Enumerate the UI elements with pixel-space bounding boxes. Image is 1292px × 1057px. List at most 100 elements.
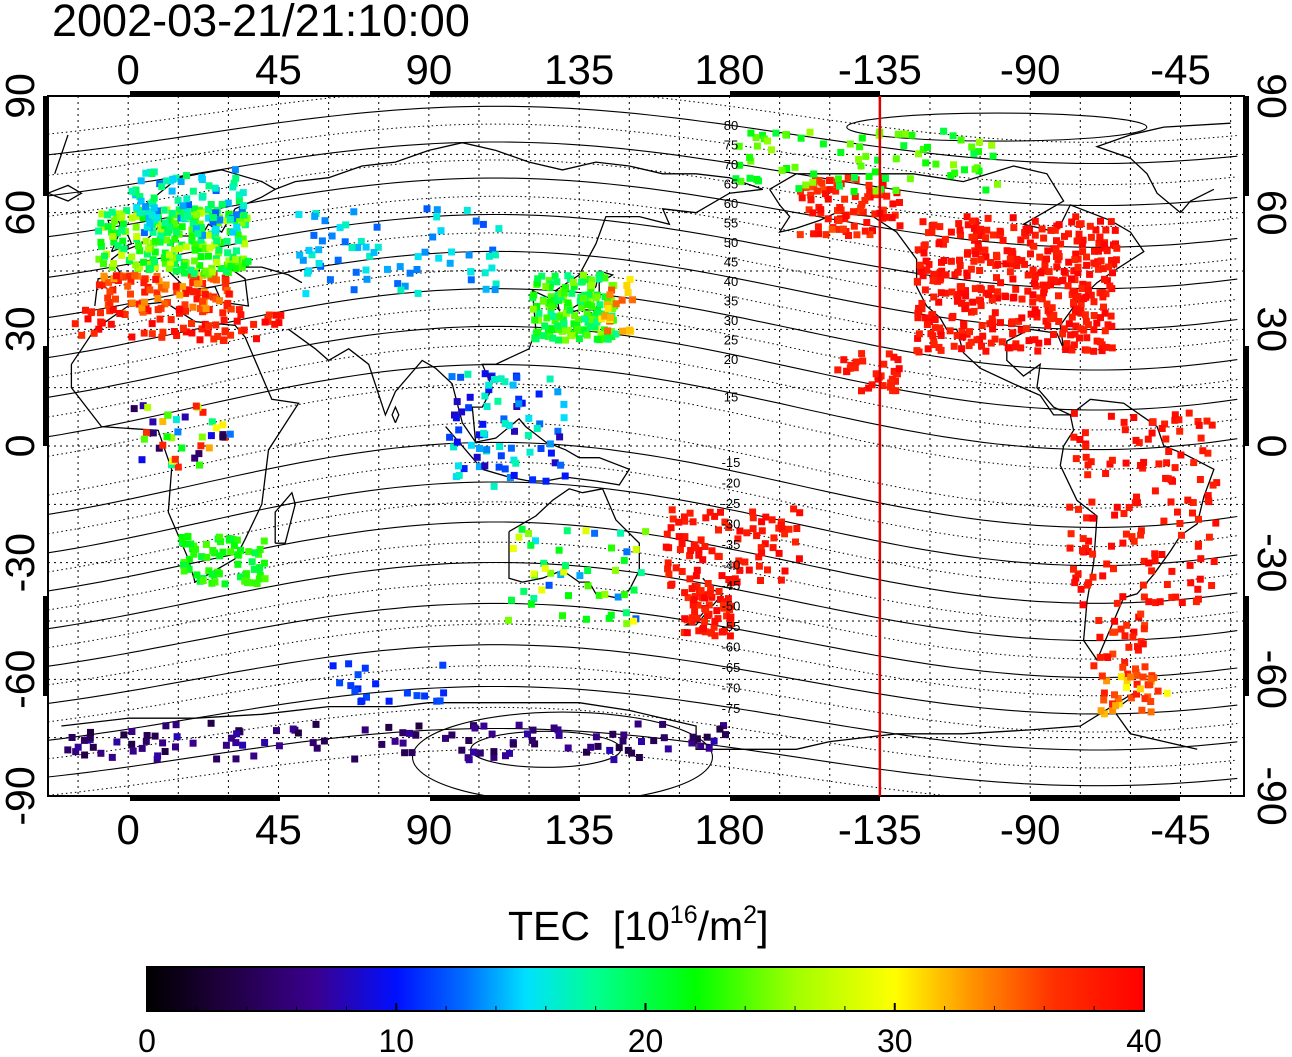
tec-cell [489, 246, 497, 254]
tec-cell [185, 286, 193, 294]
tec-cell [976, 267, 984, 274]
tec-cell [140, 279, 148, 287]
tec-cell [1089, 573, 1097, 581]
tec-cell [587, 323, 594, 331]
tec-cell [972, 250, 980, 258]
tec-cell [958, 327, 966, 335]
tec-cell [919, 145, 927, 153]
tec-cell [1006, 255, 1014, 263]
tec-cell [1137, 527, 1145, 535]
tec-cell [725, 576, 733, 583]
tec-cell [999, 236, 1007, 244]
tec-cell [1027, 250, 1034, 258]
tec-cell [930, 270, 938, 278]
tec-cell [1021, 260, 1029, 268]
tec-cell [595, 310, 603, 318]
tec-cell [826, 186, 834, 194]
tec-cell [579, 295, 587, 302]
tec-cell [710, 737, 718, 745]
bottom-lon-tick-label: 0 [116, 806, 139, 853]
tec-cell [1120, 510, 1128, 517]
tec-cell [723, 612, 731, 620]
tec-cell [993, 251, 1000, 259]
tec-cell [227, 305, 235, 313]
tec-cell [711, 617, 719, 625]
tec-cell [312, 720, 320, 728]
tec-cell [401, 749, 409, 757]
tec-cell [222, 741, 230, 749]
tec-cell [494, 397, 502, 405]
geomag-label-north: 80 [724, 118, 738, 133]
tec-cell [967, 265, 975, 273]
tec-cell [809, 209, 817, 217]
tec-cell [1111, 691, 1118, 699]
tec-cell [540, 332, 547, 340]
tec-cell [146, 219, 154, 227]
tec-cell [1089, 550, 1097, 558]
tec-cell [946, 327, 954, 335]
tec-cell [212, 424, 220, 432]
tec-cell [1093, 319, 1101, 327]
tec-cell [169, 175, 177, 183]
tec-cell [1043, 300, 1051, 308]
tec-cell [372, 680, 380, 688]
tec-cell [240, 202, 248, 210]
geomag-label-south: -20 [722, 476, 741, 491]
tec-cell [669, 515, 677, 523]
tec-cell [604, 305, 612, 313]
tec-cell [798, 194, 806, 202]
tec-cell [940, 240, 947, 248]
tec-cell [687, 547, 695, 554]
tec-cell [936, 276, 944, 284]
tec-cell [855, 155, 863, 163]
tec-cell [693, 583, 701, 591]
tec-cell [1158, 551, 1166, 558]
tec-cell [184, 533, 192, 540]
tec-cell [859, 208, 867, 216]
tec-cell [1029, 298, 1037, 306]
tec-cell [1158, 425, 1166, 432]
tec-cell [458, 746, 466, 754]
tec-cell [128, 253, 136, 261]
tec-cell [68, 734, 76, 741]
tec-cell [108, 223, 116, 231]
tec-cell [215, 533, 223, 541]
tec-cell [165, 264, 173, 272]
tec-cell [253, 580, 261, 587]
tec-cell [1087, 233, 1095, 241]
tec-cell [172, 282, 180, 290]
tec-cell [692, 572, 700, 580]
tec-cell [230, 179, 238, 187]
tec-cell [735, 142, 743, 150]
tec-cell [806, 128, 814, 136]
colorbar-title-quantity: TEC [508, 903, 590, 949]
geomagnetic-contour [48, 644, 1238, 715]
tec-cell [707, 629, 715, 637]
tec-cell [1111, 617, 1119, 625]
tec-cell [529, 305, 537, 313]
tec-cell [289, 725, 297, 733]
tec-cell [1046, 309, 1054, 317]
tec-cell [705, 601, 713, 609]
tec-cell [701, 618, 709, 626]
tec-cell [214, 333, 222, 340]
tec-cell [481, 269, 489, 277]
tec-cell [510, 471, 518, 479]
tec-cell [260, 559, 268, 567]
tec-cell [1113, 599, 1121, 607]
tec-cell [1148, 429, 1156, 437]
tec-cell [470, 748, 477, 756]
tec-cell [261, 739, 269, 746]
tec-cell [413, 692, 421, 700]
tec-cell [700, 625, 707, 632]
tec-cell [1086, 222, 1094, 230]
tec-cell [1018, 257, 1026, 265]
tec-cell [557, 461, 565, 469]
tec-cell [421, 692, 429, 700]
tec-cell [255, 575, 263, 583]
tec-cell [233, 317, 241, 325]
tec-cell [694, 601, 702, 609]
tec-cell [1047, 276, 1055, 284]
tec-cell [817, 206, 825, 214]
